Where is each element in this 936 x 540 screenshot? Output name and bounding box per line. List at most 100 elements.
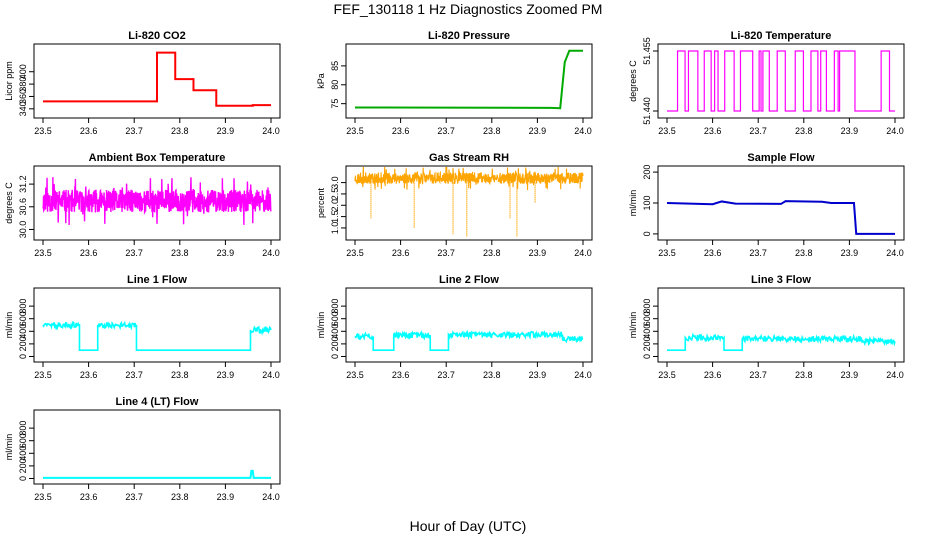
x-tick-label: 23.8 — [483, 126, 501, 136]
series-line-4 — [43, 469, 271, 479]
panel-title: Li-820 Pressure — [428, 30, 510, 42]
x-tick-label: 24.0 — [886, 126, 904, 136]
panel-line1-flow: Line 1 Flow 23.5 23.6 23.7 23.8 23.9 24.0 0 2004… — [4, 274, 281, 380]
y-tick-label: 600 — [330, 311, 340, 326]
y-tick-label: 400 — [18, 446, 28, 461]
y-axis-label: ml/min — [628, 312, 638, 339]
x-tick-label: 23.6 — [392, 248, 410, 258]
x-tick-label: 23.8 — [795, 126, 813, 136]
y-tick-label: 380 — [18, 77, 28, 92]
y-tick-label: 1.5 — [330, 210, 340, 223]
plot-frame — [657, 287, 905, 363]
plot-frame — [657, 43, 905, 119]
panel-line4-flow: Line 4 (LT) Flow 23.5 23.6 23.7 23.8 23.9 24.0… — [4, 396, 281, 502]
x-tick-label: 23.8 — [171, 248, 189, 258]
x-tick-label: 23.5 — [34, 126, 52, 136]
x-tick-label: 23.7 — [125, 248, 143, 258]
panel-title: Line 2 Flow — [439, 274, 499, 286]
x-tick-label: 23.9 — [529, 370, 547, 380]
x-tick-label: 24.0 — [262, 492, 280, 502]
y-tick-label: 85 — [330, 61, 340, 71]
x-tick-label: 23.7 — [437, 248, 455, 258]
y-tick-label: 600 — [18, 311, 28, 326]
x-tick-label: 23.6 — [704, 126, 722, 136]
data-line — [43, 469, 271, 479]
y-tick-label: 2.0 — [330, 199, 340, 212]
y-tick-label: 200 — [18, 336, 28, 351]
x-tick-label: 23.7 — [125, 492, 143, 502]
panel-sample-flow: Sample Flow 23.5 23.6 23.7 23.8 23.9 24.0 0 100 2… — [628, 152, 905, 258]
panel-co2: Li-820 CO2 23.5 23.6 23.7 23.8 23.9 24.0 340360… — [4, 30, 281, 136]
series-line-3 — [667, 332, 896, 351]
x-tick-label: 23.6 — [80, 370, 98, 380]
panel-title: Line 1 Flow — [127, 274, 187, 286]
x-tick-label: 23.8 — [171, 370, 189, 380]
x-tick-label: 23.5 — [658, 126, 676, 136]
data-area — [354, 329, 584, 351]
y-tick-label: 400 — [642, 324, 652, 339]
y-axis-label: Licor ppm — [4, 61, 14, 101]
data-area — [667, 50, 896, 112]
x-tick-label: 23.7 — [749, 248, 767, 258]
x-tick-label: 23.9 — [841, 248, 859, 258]
y-tick-label: 800 — [642, 299, 652, 314]
x-tick-label: 23.6 — [80, 248, 98, 258]
y-axis-label: percent — [316, 187, 326, 218]
y-tick-label: 100 — [642, 195, 652, 210]
y-tick-label: 200 — [18, 458, 28, 473]
data-line — [354, 329, 584, 351]
panel-title: Li-820 Temperature — [731, 30, 832, 42]
x-tick-label: 23.7 — [749, 370, 767, 380]
x-tick-label: 23.9 — [217, 126, 235, 136]
y-tick-label: 2.5 — [330, 188, 340, 201]
data-area — [43, 51, 271, 107]
x-tick-label: 23.5 — [346, 126, 364, 136]
data-area — [43, 469, 271, 479]
x-tick-label: 24.0 — [574, 126, 592, 136]
x-tick-label: 24.0 — [886, 248, 904, 258]
x-tick-label: 23.9 — [217, 492, 235, 502]
y-tick-label: 360 — [18, 89, 28, 104]
x-tick-label: 23.9 — [529, 126, 547, 136]
x-tick-label: 23.8 — [795, 370, 813, 380]
x-tick-label: 23.9 — [841, 126, 859, 136]
x-tick-label: 24.0 — [574, 248, 592, 258]
x-tick-label: 23.5 — [346, 370, 364, 380]
x-tick-label: 23.5 — [658, 248, 676, 258]
y-tick-label: 30.6 — [18, 198, 28, 216]
x-tick-label: 23.8 — [483, 248, 501, 258]
plot-frame — [33, 409, 281, 485]
data-area — [42, 177, 272, 225]
x-tick-label: 23.6 — [80, 492, 98, 502]
y-axis-label: ml/min — [4, 434, 14, 461]
y-axis-label: ml/min — [316, 312, 326, 339]
y-tick-label: 75 — [330, 99, 340, 109]
x-tick-label: 23.5 — [658, 370, 676, 380]
panel-licor-temp: Li-820 Temperature 23.5 23.6 23.7 23.8 23.9 24… — [628, 30, 905, 136]
y-tick-label: 30.0 — [18, 221, 28, 239]
data-area — [667, 332, 896, 351]
y-tick-label: 51.440 — [642, 97, 652, 125]
y-tick-label: 0 — [642, 231, 652, 236]
data-area — [354, 49, 583, 110]
y-tick-label: 0 — [18, 354, 28, 359]
x-tick-label: 23.9 — [217, 248, 235, 258]
y-tick-label: 1.0 — [330, 222, 340, 235]
y-tick-label: 31.2 — [18, 175, 28, 193]
y-tick-label: 400 — [330, 324, 340, 339]
x-tick-label: 23.7 — [125, 126, 143, 136]
x-tick-label: 23.7 — [749, 126, 767, 136]
series-line-2 — [354, 329, 584, 351]
x-tick-label: 23.8 — [171, 126, 189, 136]
data-line — [354, 167, 584, 191]
x-tick-label: 23.5 — [34, 370, 52, 380]
data-line — [667, 50, 896, 112]
x-tick-label: 23.7 — [125, 370, 143, 380]
panel-title: Ambient Box Temperature — [89, 152, 226, 164]
y-tick-label: 51.455 — [642, 37, 652, 65]
y-tick-label: 600 — [18, 433, 28, 448]
y-axis-label: kPa — [316, 73, 326, 89]
panel-pressure: Li-820 Pressure 23.5 23.6 23.7 23.8 23.9 24.0 7… — [316, 30, 593, 136]
x-tick-label: 24.0 — [886, 370, 904, 380]
